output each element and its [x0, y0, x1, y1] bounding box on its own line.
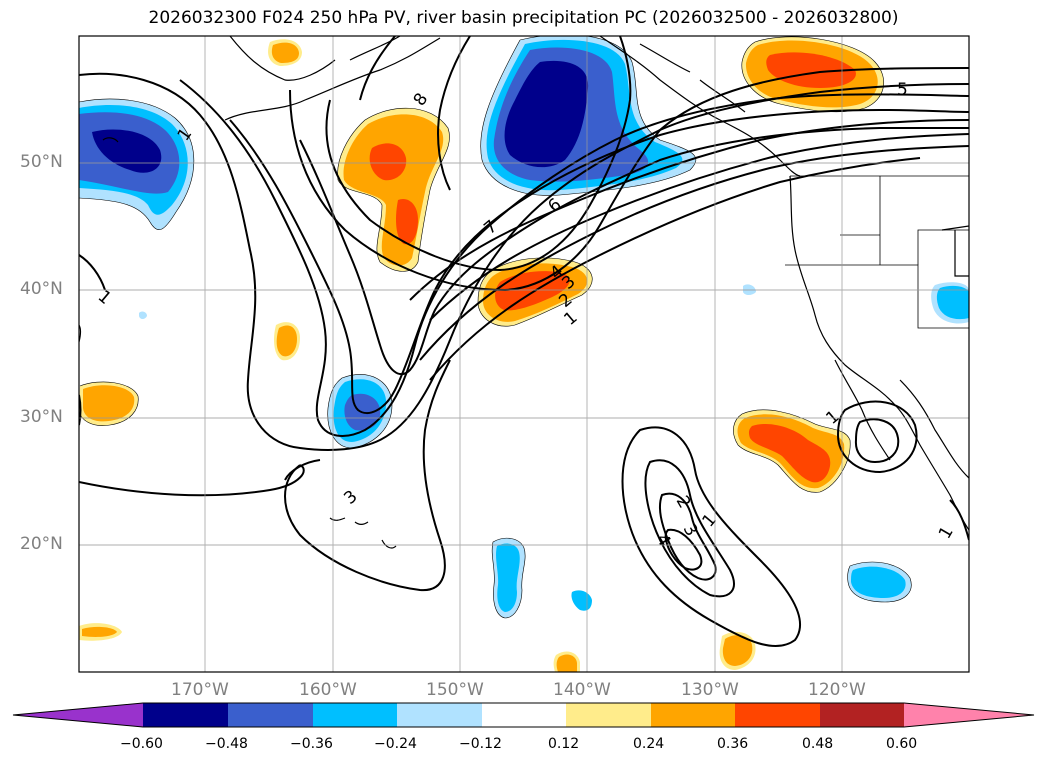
lat-label: 30°N	[20, 407, 63, 427]
colorbar-tick-label: 0.60	[886, 736, 918, 752]
lon-label: 150°W	[426, 680, 484, 700]
lon-label: 120°W	[808, 680, 866, 700]
colorbar-bin	[482, 703, 566, 727]
precipitation-anomaly-shading	[79, 36, 969, 672]
colorbar-bin	[397, 703, 482, 727]
colorbar-tick-label: −0.60	[120, 736, 163, 752]
lat-label: 40°N	[20, 279, 63, 299]
colorbar-outline	[12, 702, 1035, 728]
colorbar-tick-label: −0.36	[290, 736, 333, 752]
colorbar-tick-label: 0.48	[802, 736, 834, 752]
colorbar-tick-label: 0.24	[633, 736, 665, 752]
pv-label: 5	[897, 80, 908, 100]
map-frame	[78, 35, 970, 673]
colorbar-extend-high	[904, 703, 1034, 727]
colorbar-tick-label: −0.12	[459, 736, 502, 752]
lon-label: 160°W	[299, 680, 357, 700]
colorbar-bin	[228, 703, 313, 727]
lat-label: 20°N	[20, 534, 63, 554]
colorbar-tick-label: 0.12	[548, 736, 580, 752]
colorbar-bin	[651, 703, 735, 727]
coastlines	[79, 36, 969, 549]
colorbar-tick-label: −0.24	[374, 736, 417, 752]
colorbar-bin	[735, 703, 820, 727]
colorbar-extend-low	[13, 703, 143, 727]
colorbar-bin	[820, 703, 904, 727]
colorbar-bin	[143, 703, 228, 727]
political-borders	[785, 175, 969, 329]
colorbar-bin	[566, 703, 651, 727]
pv-contours	[79, 36, 969, 648]
colorbar-tick-label: 0.36	[717, 736, 749, 752]
lat-label: 50°N	[20, 152, 63, 172]
gridlines	[79, 36, 969, 672]
colorbar	[12, 702, 1035, 728]
colorbar-bin	[313, 703, 397, 727]
lon-label: 140°W	[553, 680, 611, 700]
colorbar-tick-label: −0.48	[205, 736, 248, 752]
lon-label: 170°W	[171, 680, 229, 700]
map-title: 2026032300 F024 250 hPa PV, river basin …	[148, 8, 899, 28]
lon-label: 130°W	[681, 680, 739, 700]
